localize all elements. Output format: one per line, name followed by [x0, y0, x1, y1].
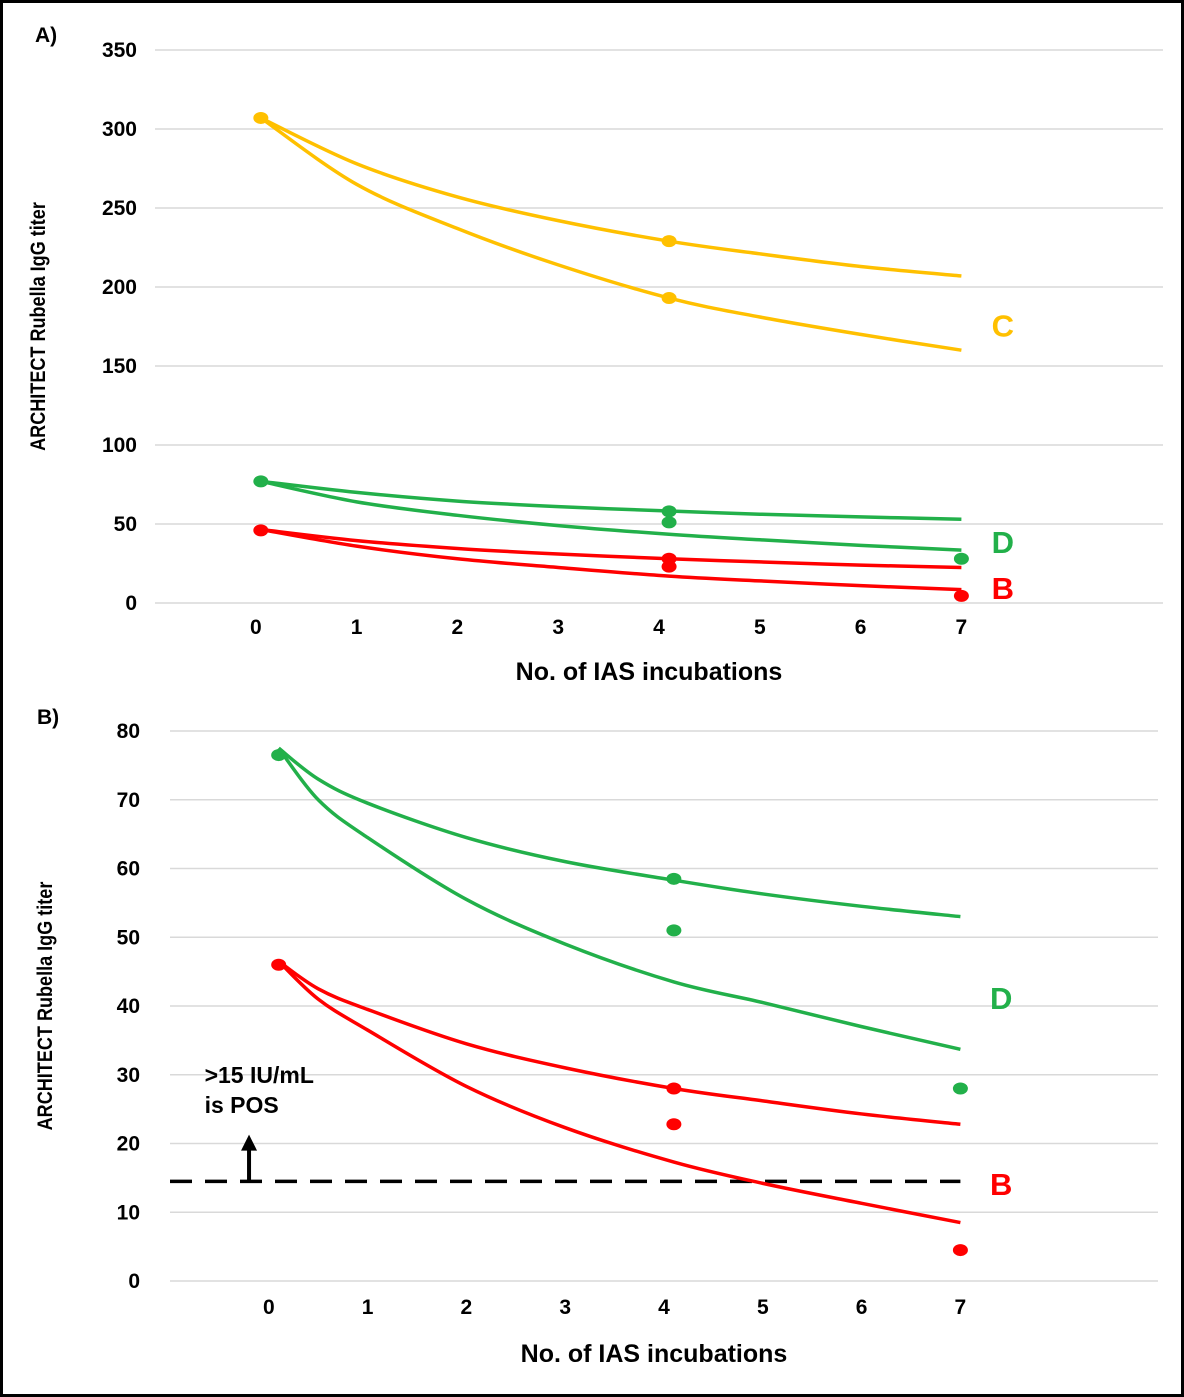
y-tick-label: 100 [102, 434, 137, 457]
y-tick-label: 50 [114, 513, 137, 536]
y-tick-label: 300 [102, 118, 137, 141]
x-tick-label: 7 [956, 616, 968, 639]
series-D-data-point [954, 553, 969, 565]
y-tick-label: 250 [102, 197, 137, 220]
y-tick-label: 70 [117, 789, 140, 812]
series-C-data-point [662, 235, 677, 247]
x-axis-title: No. of IAS incubations [521, 1340, 788, 1368]
series-D-data-point [662, 516, 677, 528]
y-tick-label: 50 [117, 926, 140, 949]
x-tick-label: 6 [856, 1296, 868, 1319]
y-tick-label: 30 [117, 1064, 140, 1087]
x-tick-label: 0 [263, 1296, 275, 1319]
x-tick-label: 7 [955, 1296, 967, 1319]
group-label-C: C [992, 309, 1014, 344]
x-tick-label: 2 [461, 1296, 473, 1319]
y-tick-label: 40 [117, 995, 140, 1018]
x-tick-label: 4 [653, 616, 665, 639]
x-tick-label: 1 [362, 1296, 374, 1319]
y-tick-label: 60 [117, 858, 140, 881]
series-B-data-point [662, 561, 677, 573]
series-C-data-point [253, 112, 268, 124]
series-B-data-point [271, 959, 286, 971]
x-axis-title: No. of IAS incubations [516, 658, 783, 686]
y-tick-label: 200 [102, 276, 137, 299]
series-B-data-point [666, 1083, 681, 1095]
series-D-data-point [662, 505, 677, 517]
x-tick-label: 5 [757, 1296, 769, 1319]
panel-label: B) [37, 706, 59, 729]
x-tick-label: 0 [250, 616, 262, 639]
series-B-data-point [666, 1118, 681, 1130]
series-D-data-point [666, 924, 681, 936]
y-tick-label: 10 [117, 1201, 140, 1224]
group-label-B: B [990, 1167, 1012, 1202]
x-tick-label: 3 [552, 616, 564, 639]
threshold-annotation-line: is POS [205, 1092, 279, 1118]
series-B-data-point [953, 1244, 968, 1256]
x-tick-label: 3 [559, 1296, 571, 1319]
group-label-B: B [992, 571, 1014, 606]
x-tick-label: 4 [658, 1296, 670, 1319]
series-B-data-point [954, 590, 969, 602]
y-tick-label: 350 [102, 39, 137, 62]
series-D-data-point [271, 749, 286, 761]
y-tick-label: 150 [102, 355, 137, 378]
group-label-D: D [992, 525, 1014, 560]
series-B-data-point [253, 524, 268, 536]
y-axis-title: ARCHITECT Rubella IgG titer [34, 881, 58, 1130]
series-D-data-point [666, 873, 681, 885]
series-D-data-point [953, 1083, 968, 1095]
series-D-data-point [253, 475, 268, 487]
x-tick-label: 6 [855, 616, 867, 639]
x-tick-label: 2 [452, 616, 464, 639]
y-tick-label: 80 [117, 720, 140, 743]
y-axis-title: ARCHITECT Rubella IgG titer [27, 202, 51, 451]
threshold-annotation-line: >15 IU/mL [205, 1062, 314, 1088]
x-tick-label: 1 [351, 616, 363, 639]
y-tick-label: 0 [125, 592, 137, 615]
y-tick-label: 0 [128, 1270, 140, 1293]
panel-label: A) [35, 24, 57, 47]
y-tick-label: 20 [117, 1133, 140, 1156]
x-tick-label: 5 [754, 616, 766, 639]
series-C-data-point [662, 292, 677, 304]
group-label-D: D [990, 981, 1012, 1016]
